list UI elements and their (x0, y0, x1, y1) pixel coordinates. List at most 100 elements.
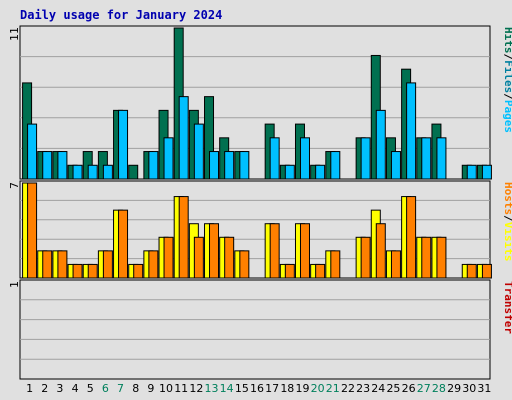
bar-pages-day-25 (390, 151, 401, 180)
bar-pages-day-12 (193, 123, 204, 180)
panel-visits-hosts: 7 Hosts/Visits (8, 180, 512, 279)
bar-pages-day-11 (178, 96, 189, 180)
day-label-31: 31 (477, 382, 491, 395)
side-label-part: Transfer (502, 281, 512, 334)
bar-pages-day-26 (406, 82, 417, 180)
bar-hosts-day-13 (209, 223, 220, 279)
bar-hosts-day-28 (436, 236, 447, 279)
bar-hosts-day-17 (269, 223, 280, 279)
bar-hosts-day-8 (133, 263, 144, 279)
bar-hosts-day-6 (102, 250, 113, 279)
bar-hosts-day-7 (118, 209, 129, 279)
day-label-30: 30 (462, 382, 476, 395)
panel-side-label: Transfer (502, 281, 512, 334)
day-label-4: 4 (72, 382, 79, 395)
bar-pages-day-24 (375, 109, 386, 180)
panel-transfer: 1 Transfer (8, 279, 512, 380)
bar-hosts-day-19 (299, 223, 310, 279)
bar-hosts-day-1 (27, 182, 38, 279)
bar-hosts-day-14 (224, 236, 235, 279)
bar-hosts-day-24 (375, 223, 386, 279)
bar-pages-day-3 (57, 151, 68, 180)
bar-hosts-day-20 (315, 263, 326, 279)
x-axis-day-labels: 1 2 3 4 5 6 7 8 9 10 11 12 13 14 15 16 17 18 19 20 21 22 23 24 2… (26, 382, 491, 395)
day-label-5: 5 (87, 382, 94, 395)
bar-hosts-day-23 (360, 236, 371, 279)
bar-pages-day-15 (239, 151, 250, 180)
bar-hosts-day-15 (239, 250, 250, 279)
y-max-label: 1 (8, 281, 21, 288)
day-label-8: 8 (132, 382, 139, 395)
bar-pages-day-14 (224, 151, 235, 180)
bar-hosts-day-9 (148, 250, 159, 279)
bar-pages-day-31 (481, 164, 492, 180)
bar-pages-day-27 (421, 137, 432, 180)
bar-hosts-day-26 (406, 196, 417, 279)
bar-pages-day-28 (436, 137, 447, 180)
panel-side-label: Hits/Files/Pages (502, 27, 512, 133)
day-label-17: 17 (265, 382, 279, 395)
day-label-14: 14 (220, 382, 234, 395)
side-label-part: Pages (502, 100, 512, 133)
day-label-19: 19 (295, 382, 309, 395)
side-label-part: / (502, 215, 512, 222)
bar-hosts-day-31 (481, 263, 492, 279)
y-max-label: 11 (8, 27, 21, 41)
bar-pages-day-2 (42, 151, 53, 180)
panel-hits-files-pages: 11 Hits/Files/Pages (8, 25, 512, 180)
day-label-16: 16 (250, 382, 264, 395)
side-label-part: / (502, 93, 512, 100)
chart-title: Daily usage for January 2024 (20, 8, 222, 22)
day-label-11: 11 (174, 382, 188, 395)
bar-hits-day-8 (128, 164, 139, 180)
day-label-2: 2 (41, 382, 48, 395)
panel-frame (19, 279, 491, 380)
bar-hosts-day-11 (178, 196, 189, 279)
y-max-label: 7 (8, 182, 21, 189)
bar-pages-day-30 (466, 164, 477, 180)
day-label-21: 21 (326, 382, 340, 395)
panel-side-label: Hosts/Visits (502, 182, 512, 262)
day-label-13: 13 (205, 382, 219, 395)
bar-hosts-day-30 (466, 263, 477, 279)
day-label-7: 7 (117, 382, 124, 395)
bar-hosts-day-18 (284, 263, 295, 279)
bar-pages-day-1 (27, 123, 38, 180)
bar-hosts-day-5 (87, 263, 98, 279)
bar-hosts-day-21 (330, 250, 341, 279)
bar-pages-day-18 (284, 164, 295, 180)
day-label-20: 20 (311, 382, 325, 395)
bar-hosts-day-10 (163, 236, 174, 279)
day-label-15: 15 (235, 382, 249, 395)
bar-pages-day-9 (148, 151, 159, 180)
bar-hosts-day-12 (193, 236, 204, 279)
day-label-22: 22 (341, 382, 355, 395)
side-label-part: Hosts (502, 182, 512, 215)
bar-pages-day-19 (299, 137, 310, 180)
day-label-24: 24 (371, 382, 385, 395)
bar-pages-day-21 (330, 151, 341, 180)
bar-hosts-day-4 (72, 263, 83, 279)
bar-hosts-day-27 (421, 236, 432, 279)
bar-hosts-day-25 (390, 250, 401, 279)
side-label-part: Visits (502, 222, 512, 262)
day-label-9: 9 (147, 382, 154, 395)
day-label-27: 27 (417, 382, 431, 395)
day-label-12: 12 (189, 382, 203, 395)
day-label-6: 6 (102, 382, 109, 395)
bar-hosts-day-2 (42, 250, 53, 279)
bar-pages-day-4 (72, 164, 83, 180)
day-label-28: 28 (432, 382, 446, 395)
day-label-25: 25 (386, 382, 400, 395)
bar-pages-day-5 (87, 164, 98, 180)
day-label-18: 18 (280, 382, 294, 395)
bar-pages-day-17 (269, 137, 280, 180)
bar-pages-day-10 (163, 137, 174, 180)
day-label-1: 1 (26, 382, 33, 395)
bar-pages-day-6 (102, 164, 113, 180)
day-label-3: 3 (56, 382, 63, 395)
day-label-26: 26 (402, 382, 416, 395)
day-label-23: 23 (356, 382, 370, 395)
